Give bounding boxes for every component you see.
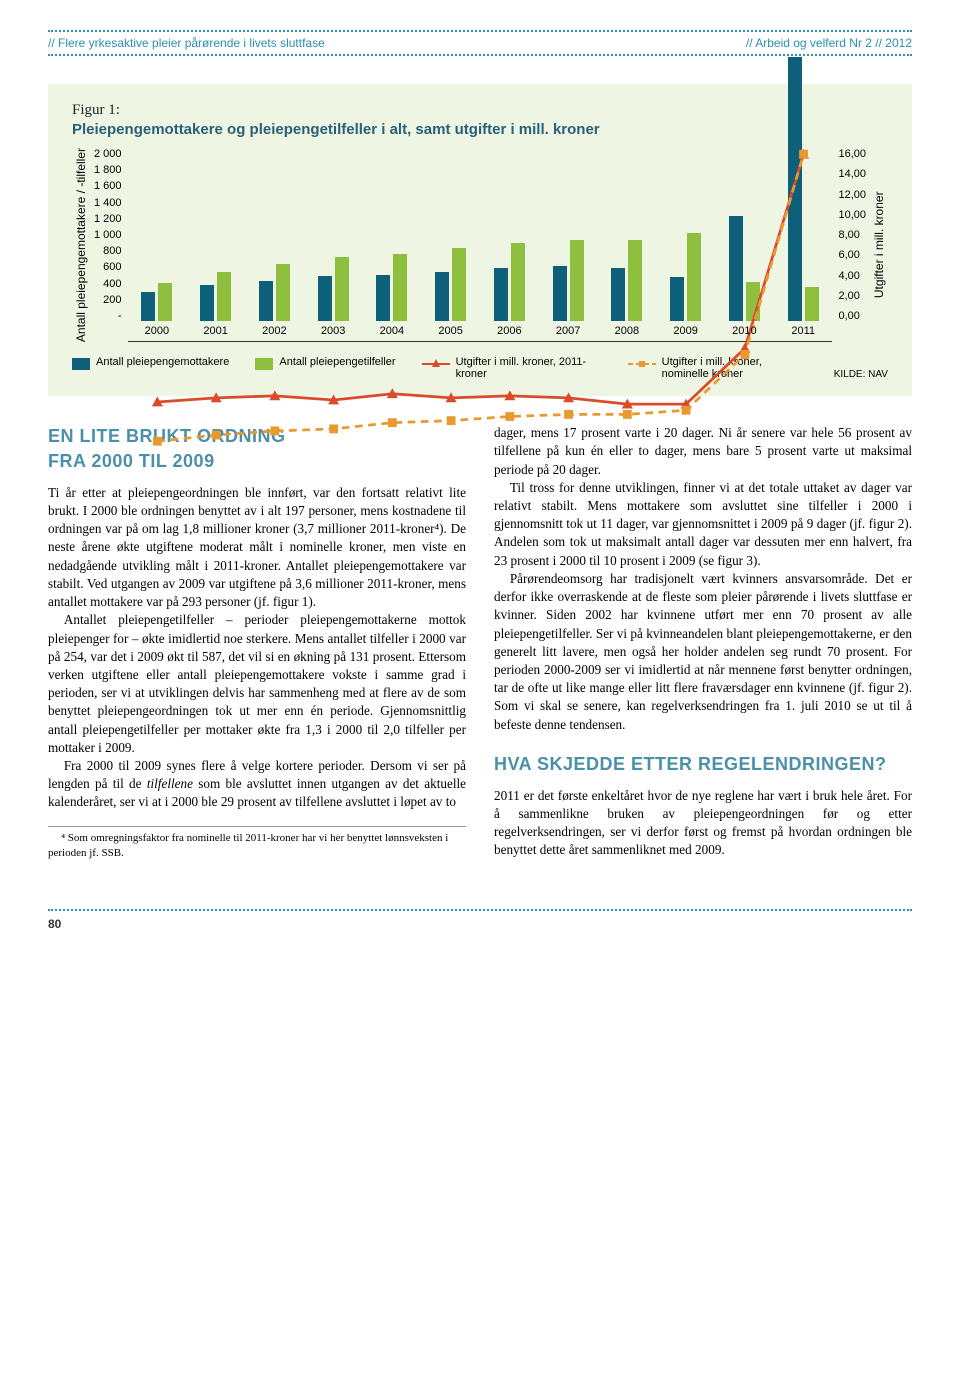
footnote: ⁴ Som omregningsfaktor fra nominelle til… — [48, 826, 466, 861]
plot-area: 2000200120022003200420052006200720082009… — [128, 148, 833, 342]
figure-label: Figur 1: — [72, 102, 888, 119]
running-header: // Flere yrkesaktive pleier pårørende i … — [48, 36, 912, 50]
header-left: // Flere yrkesaktive pleier pårørende i … — [48, 36, 325, 50]
y1-ticks: 2 0001 8001 6001 4001 2001 0008006004002… — [94, 148, 122, 342]
y2-axis-label: Utgifter i mill. kroner — [872, 148, 888, 342]
chart: Antall pleiepengemottakere / -tilfeller … — [72, 148, 888, 342]
body-text: EN LITE BRUKT ORDNING FRA 2000 TIL 2009 … — [48, 424, 912, 861]
page-footer: 80 — [48, 909, 912, 931]
figure-source: KILDE: NAV — [834, 369, 888, 380]
para: Antallet pleiepengetilfeller – perioder … — [48, 611, 466, 757]
y2-ticks: 16,0014,0012,0010,008,006,004,002,000,00 — [838, 148, 866, 342]
para: Fra 2000 til 2009 synes flere å velge ko… — [48, 757, 466, 812]
page-number: 80 — [48, 917, 912, 931]
para: Til tross for denne utviklingen, finner … — [494, 479, 912, 570]
para: 2011 er det første enkeltåret hvor de ny… — [494, 787, 912, 860]
y1-axis-label: Antall pleiepengemottakere / -tilfeller — [72, 148, 88, 342]
footer-rule — [48, 909, 912, 911]
top-rule — [48, 30, 912, 32]
legend-swatch-icon — [72, 358, 90, 370]
lines-layer — [128, 148, 833, 478]
figure-title: Pleiepengemottakere og pleiepengetilfell… — [72, 121, 888, 138]
legend-line-icon — [628, 357, 656, 371]
section-heading-2: HVA SKJEDDE ETTER REGELENDRINGEN? — [494, 752, 912, 777]
top-rule-2 — [48, 54, 912, 56]
header-right: // Arbeid og velferd Nr 2 // 2012 — [746, 36, 912, 50]
para: Ti år etter at pleiepengeordningen ble i… — [48, 484, 466, 612]
figure-1: Figur 1: Pleiepengemottakere og pleiepen… — [48, 84, 912, 396]
para: Pårørendeomsorg har tradisjonelt vært kv… — [494, 570, 912, 734]
x-ticks: 2000200120022003200420052006200720082009… — [128, 321, 833, 341]
legend-line-icon — [422, 357, 450, 371]
